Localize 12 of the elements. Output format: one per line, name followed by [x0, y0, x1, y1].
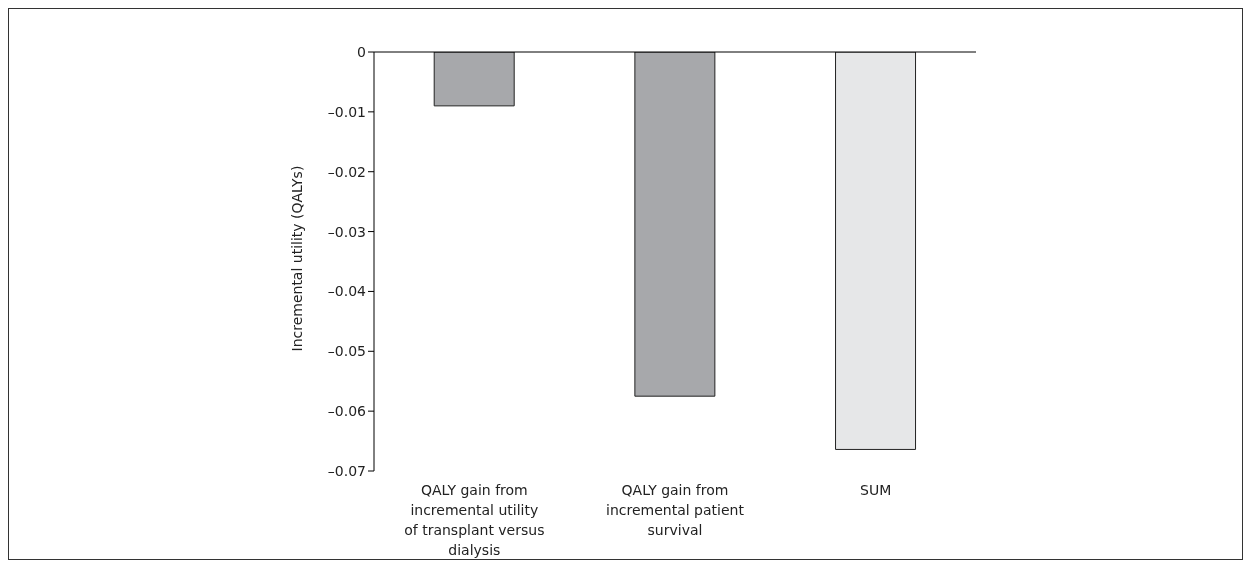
y-tick-label: –0.06: [327, 403, 367, 420]
x-tick-label: QALY gain from incremental utility of transplant versus dialysis: [404, 482, 545, 558]
y-tick-label: –0.04: [327, 283, 367, 300]
y-tick-label: –0.01: [327, 103, 366, 120]
y-axis-title: Incremental utility (QALYs): [288, 165, 305, 352]
y-tick-label: –0.05: [327, 343, 366, 360]
y-tick-label: –0.03: [327, 223, 366, 240]
y-tick-label: –0.07: [327, 462, 366, 479]
x-tick-label: SUM: [860, 482, 892, 498]
y-tick-label: 0: [357, 43, 366, 60]
x-tick-label: QALY gain from incremental patient survival: [606, 482, 745, 538]
y-tick-label: –0.02: [327, 163, 366, 180]
